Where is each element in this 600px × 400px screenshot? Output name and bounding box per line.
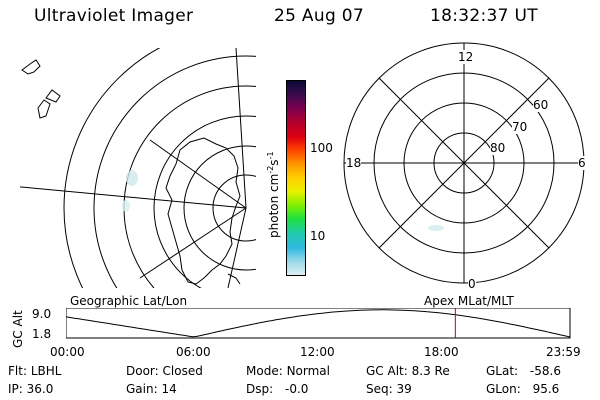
mlt-label-12: 12	[458, 50, 474, 64]
polar-grid	[343, 42, 585, 284]
colorbar	[286, 80, 306, 276]
status-gain: Gain: 14	[126, 382, 177, 396]
colorbar-unit-label: photon cm-2s-1	[266, 151, 281, 238]
status-glat: GLat: -58.6	[486, 364, 561, 378]
altitude-xtick-1800: 18:00	[424, 345, 459, 359]
status-glon: GLon: 95.6	[486, 382, 560, 396]
status-dsp: Dsp: -0.0	[246, 382, 309, 396]
status-mode: Mode: Normal	[246, 364, 330, 378]
mlt-label-18: 18	[346, 156, 362, 170]
altitude-xtick-0600: 06:00	[176, 345, 211, 359]
status-ip: IP: 36.0	[8, 382, 54, 396]
altitude-chart-frame	[66, 308, 571, 339]
colorbar-tick-10: 10	[310, 229, 326, 243]
coastline	[21, 59, 241, 285]
altitude-xtick-0000: 00:00	[50, 345, 85, 359]
altitude-chart	[66, 308, 571, 339]
mlt-label-6: 6	[578, 156, 586, 170]
geographic-map	[20, 48, 256, 288]
mlat-label-70: 70	[512, 120, 528, 134]
polar-plot	[343, 42, 585, 284]
altitude-ytick-low: 1.8	[32, 327, 52, 341]
aurora-patch	[126, 170, 138, 186]
mlat-label-80: 80	[490, 141, 506, 155]
time-label: 18:32:37 UT	[430, 6, 538, 26]
mlt-label-0: 0	[468, 277, 476, 291]
altitude-curve	[66, 309, 571, 338]
geographic-panel-label: Geographic Lat/Lon	[70, 294, 188, 308]
date-label: 25 Aug 07	[274, 6, 364, 26]
mlat-label-60: 60	[533, 98, 549, 112]
altitude-ytick-high: 9.0	[32, 307, 52, 321]
status-filter: Flt: LBHL	[8, 364, 62, 378]
apex-panel-label: Apex MLat/MLT	[424, 294, 514, 308]
aurora-patch	[122, 200, 130, 212]
status-seq: Seq: 39	[366, 382, 412, 396]
altitude-xtick-2359: 23:59	[546, 345, 581, 359]
geographic-grid	[20, 48, 256, 288]
instrument-title: Ultraviolet Imager	[34, 6, 194, 26]
status-door: Door: Closed	[126, 364, 203, 378]
altitude-xtick-1200: 12:00	[300, 345, 335, 359]
status-gcalt: GC Alt: 8.3 Re	[366, 364, 450, 378]
aurora-patch	[428, 225, 444, 231]
altitude-ylabel: GC Alt	[11, 310, 25, 348]
colorbar-tick-100: 100	[310, 141, 333, 155]
